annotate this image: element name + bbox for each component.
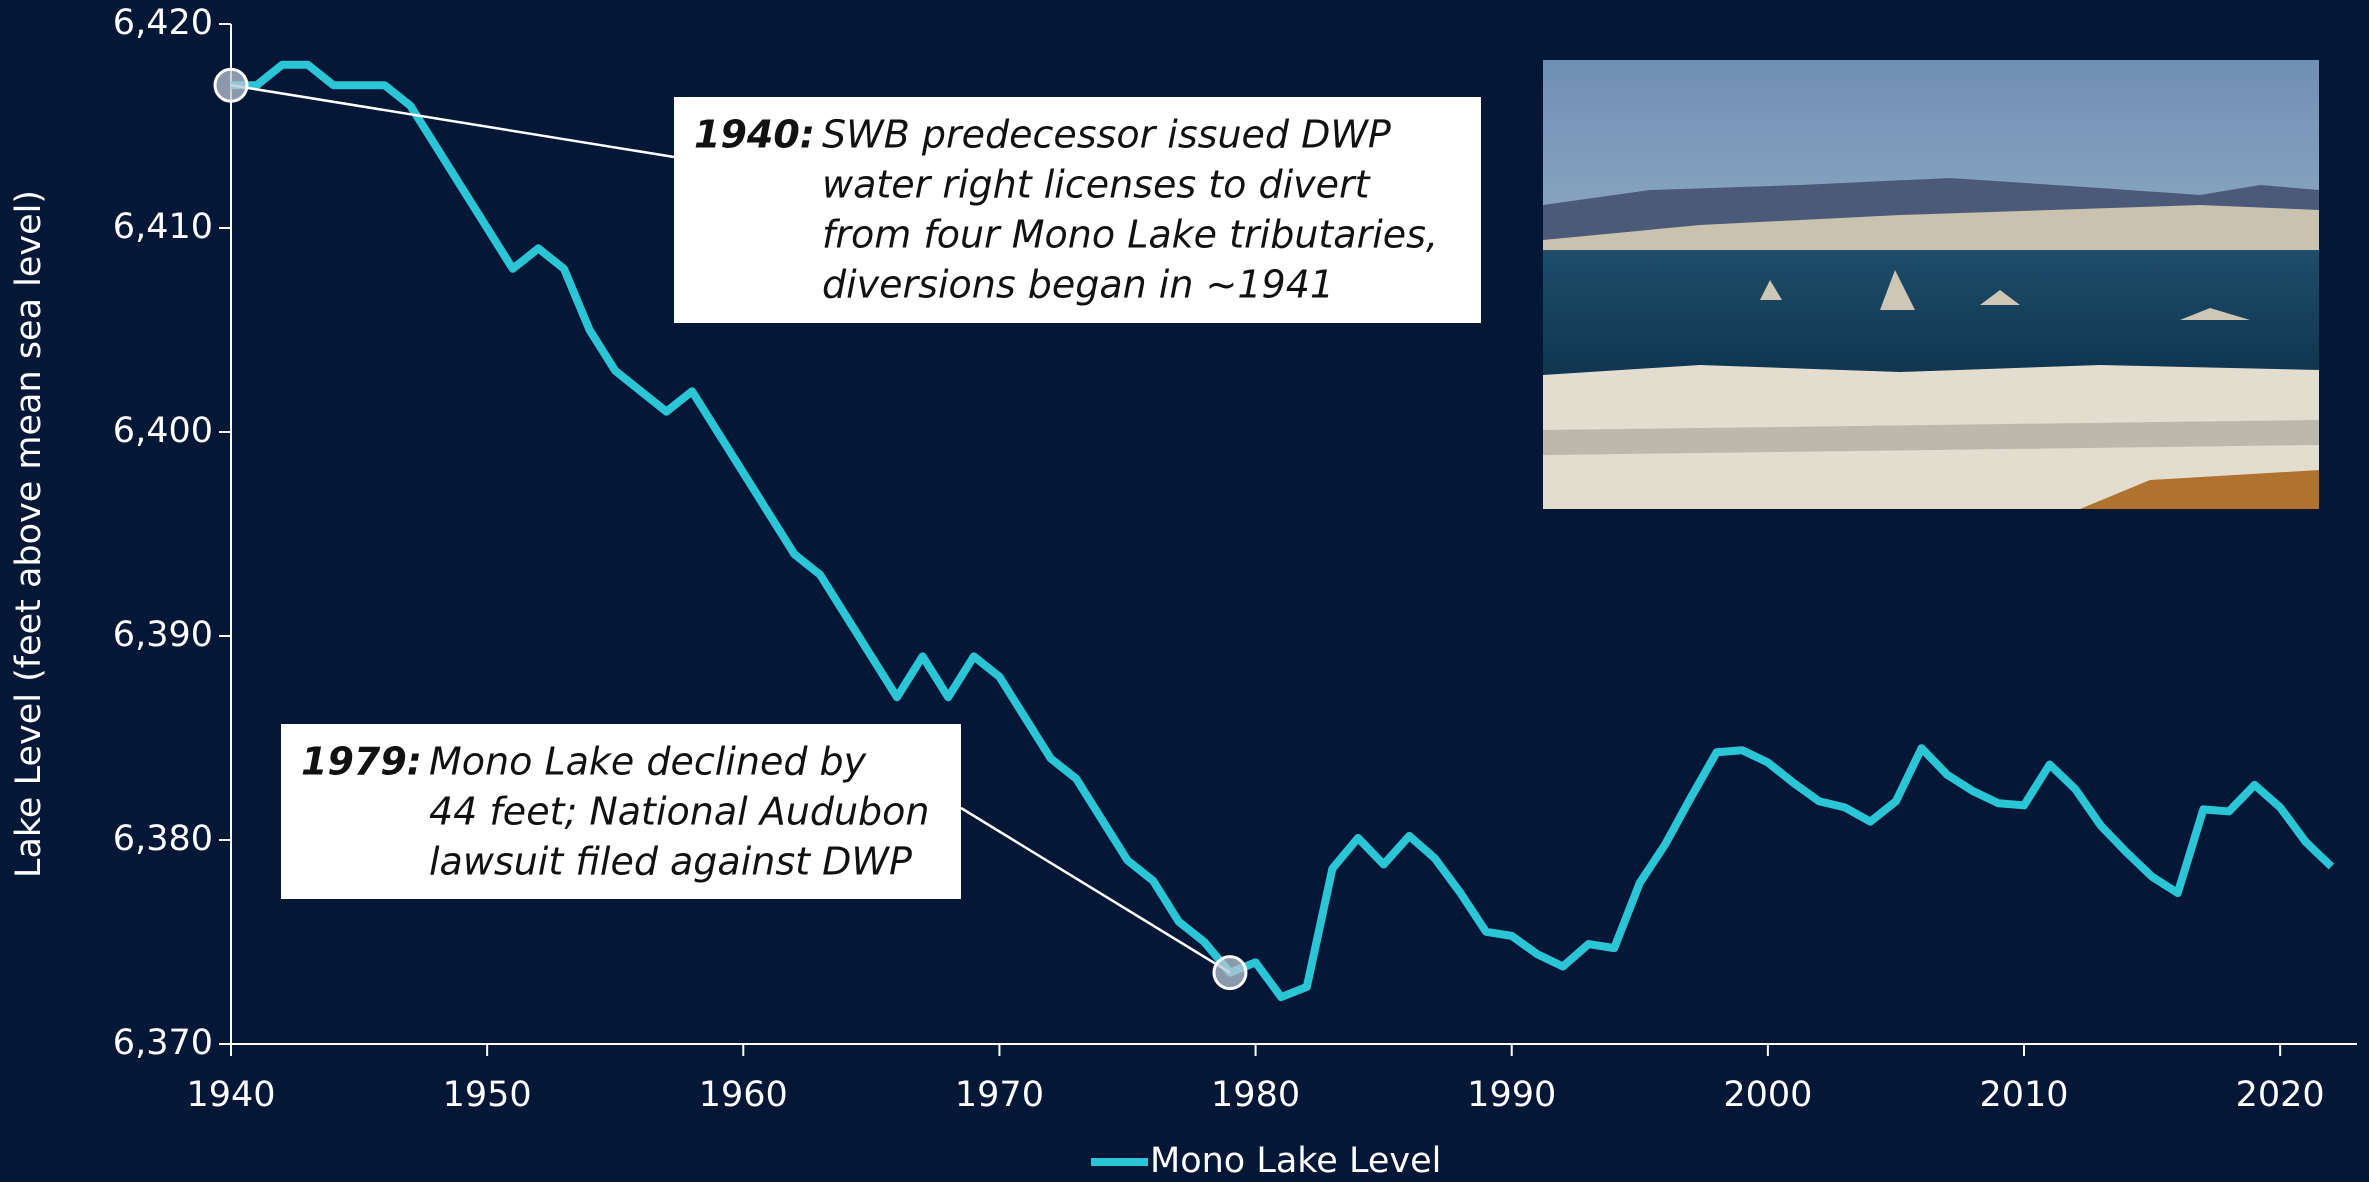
annotation-text: water right licenses to divert <box>822 163 1372 207</box>
annotation-connector <box>961 808 1230 973</box>
page: {"chart_data":{"type":"line", "x":[1940,… <box>0 0 2369 1182</box>
y-tick-label: 6,400 <box>113 411 213 451</box>
chart: Lake Level (feet above mean sea level) 6… <box>0 0 2369 1182</box>
y-tick-label: 6,420 <box>113 3 213 43</box>
annotation-text: Mono Lake declined by <box>429 740 867 784</box>
x-tick-label: 1980 <box>1211 1075 1300 1115</box>
x-tick-label: 1990 <box>1467 1075 1556 1115</box>
x-tick-label: 2010 <box>1979 1075 2068 1115</box>
annotation-text: 44 feet; National Audubon <box>429 790 930 834</box>
y-tick-label: 6,390 <box>113 615 213 655</box>
legend-label: Mono Lake Level <box>1150 1141 1441 1181</box>
y-axis-label: Lake Level (feet above mean sea level) <box>9 190 49 878</box>
photo <box>1543 60 2319 509</box>
annotation-text: SWB predecessor issued DWP <box>822 113 1391 157</box>
annotation-point <box>1214 957 1246 989</box>
annotation-connector <box>231 85 674 157</box>
annotation-label: 1940: <box>694 113 815 157</box>
x-tick-label: 1940 <box>186 1075 275 1115</box>
x-tick-label: 1950 <box>443 1075 532 1115</box>
y-tick-label: 6,380 <box>113 819 213 859</box>
y-tick-label: 6,370 <box>113 1023 213 1063</box>
x-tick-label: 2020 <box>2236 1075 2325 1115</box>
x-tick-label: 1960 <box>699 1075 788 1115</box>
annotation-point <box>215 69 247 101</box>
y-tick-label: 6,410 <box>113 207 213 247</box>
annotation-label: 1979: <box>301 740 422 784</box>
annotation-text: lawsuit filed against DWP <box>429 840 912 884</box>
annotation-text: from four Mono Lake tributaries, <box>822 213 1438 257</box>
x-tick-label: 2000 <box>1723 1075 1812 1115</box>
x-tick-label: 1970 <box>955 1075 1044 1115</box>
annotation-text: diversions began in ~1941 <box>822 263 1334 307</box>
